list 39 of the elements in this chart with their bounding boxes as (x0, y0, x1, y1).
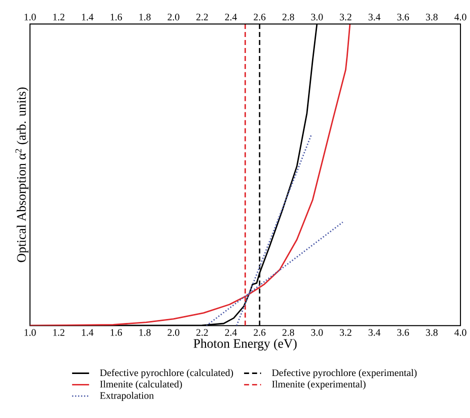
legend-label: Extrapolation (100, 392, 154, 402)
legend-label: Ilmenite (experimental) (272, 380, 366, 390)
x2-tick-label: 2.4 (225, 14, 237, 21)
x-tick-label: 3.4 (368, 329, 380, 336)
x-axis-title: Photon Energy (eV) (194, 338, 297, 351)
x2-tick-label: 3.8 (426, 14, 438, 21)
x-tick-label: 1.0 (24, 329, 36, 336)
x-tick-label: 1.2 (53, 329, 64, 336)
x-tick-label: 2.6 (254, 329, 266, 336)
x2-tick-label: 2.0 (168, 14, 180, 21)
x2-tick-label: 1.6 (110, 14, 122, 21)
x2-tick-label: 3.4 (368, 14, 380, 21)
x2-tick-label: 3.0 (311, 14, 323, 21)
x-tick-label: 3.6 (397, 329, 409, 336)
x2-tick-label: 1.2 (53, 14, 64, 21)
x-tick-label: 2.8 (282, 329, 294, 336)
x-tick-label: 3.0 (311, 329, 323, 336)
x-tick-label: 2.4 (225, 329, 237, 336)
x2-tick-label: 2.6 (254, 14, 266, 21)
x-tick-label: 1.4 (82, 329, 94, 336)
x2-tick-label: 1.0 (24, 14, 36, 21)
x2-tick-label: 3.2 (340, 14, 352, 21)
x-tick-label: 1.6 (110, 329, 122, 336)
x-tick-label: 4.0 (454, 329, 466, 336)
x-tick-label: 3.8 (426, 329, 438, 336)
x2-tick-label: 3.6 (397, 14, 409, 21)
x2-tick-label: 4.0 (454, 14, 466, 21)
x2-tick-label: 1.4 (82, 14, 94, 21)
x-tick-label: 3.2 (340, 329, 352, 336)
legend-label: Defective pyrochlore (experimental) (272, 369, 417, 378)
x2-tick-label: 2.2 (196, 14, 208, 21)
x-tick-label: 2.0 (168, 329, 180, 336)
x2-tick-label: 2.8 (282, 14, 294, 21)
legend-label: Defective pyrochlore (calculated) (100, 369, 234, 378)
y-axis-title: Optical Absorption α$^{2}$ (arb. units) (15, 88, 28, 262)
x-tick-label: 1.8 (139, 329, 151, 336)
x-tick-label: 2.2 (196, 329, 208, 336)
legend-label: Ilmenite (calculated) (100, 380, 182, 390)
x2-tick-label: 1.8 (139, 14, 151, 21)
